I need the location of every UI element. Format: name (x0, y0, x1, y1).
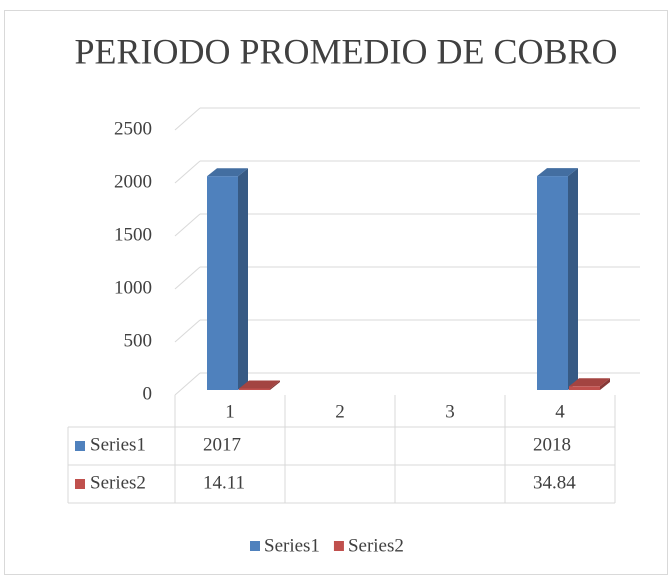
legend-key (250, 541, 260, 551)
y-tick-label: 2000 (114, 171, 152, 192)
grid-line-side (174, 372, 201, 396)
table-cell: 2017 (203, 434, 241, 455)
legend-key (333, 541, 344, 551)
bar-top (537, 168, 578, 177)
grid-line-side (174, 319, 201, 343)
y-tick-label: 1000 (114, 277, 152, 298)
grid-line-side (174, 107, 201, 131)
x-tick-label: 2 (335, 401, 345, 422)
bar-side (600, 378, 610, 390)
legend-label: Series1 (264, 535, 320, 556)
bar (239, 380, 280, 390)
table-legend-key (75, 441, 85, 451)
table-cell: 2018 (533, 434, 571, 455)
table-series-name: Series2 (90, 472, 146, 493)
bar-side (270, 380, 280, 390)
bar-top (569, 378, 610, 387)
y-tick-label: 500 (124, 330, 153, 351)
bar-top (207, 168, 248, 177)
bar-front (239, 388, 270, 390)
table-cell: 14.11 (203, 472, 245, 493)
table-series-name: Series1 (90, 434, 146, 455)
bar-top (239, 380, 280, 389)
bar-front (569, 386, 600, 390)
table-cell: 34.84 (533, 472, 576, 493)
bar (537, 168, 578, 390)
x-tick-label: 1 (225, 401, 235, 422)
grid-line-side (174, 213, 201, 237)
y-tick-label: 1500 (114, 224, 152, 245)
y-tick-label: 0 (143, 383, 153, 404)
grid-line-side (174, 266, 201, 290)
bar-front (537, 176, 568, 390)
x-tick-label: 4 (555, 401, 565, 422)
bar-side (568, 168, 578, 390)
bar-side (238, 168, 248, 390)
legend-label: Series2 (348, 535, 404, 556)
bar (569, 378, 610, 390)
grid-line-side (174, 160, 201, 184)
bar-front (207, 176, 238, 390)
table-legend-key (75, 479, 85, 489)
chart-title: PERIODO PROMEDIO DE COBRO (74, 31, 617, 71)
bar (207, 168, 248, 390)
y-tick-label: 2500 (114, 118, 152, 139)
x-tick-label: 3 (445, 401, 455, 422)
